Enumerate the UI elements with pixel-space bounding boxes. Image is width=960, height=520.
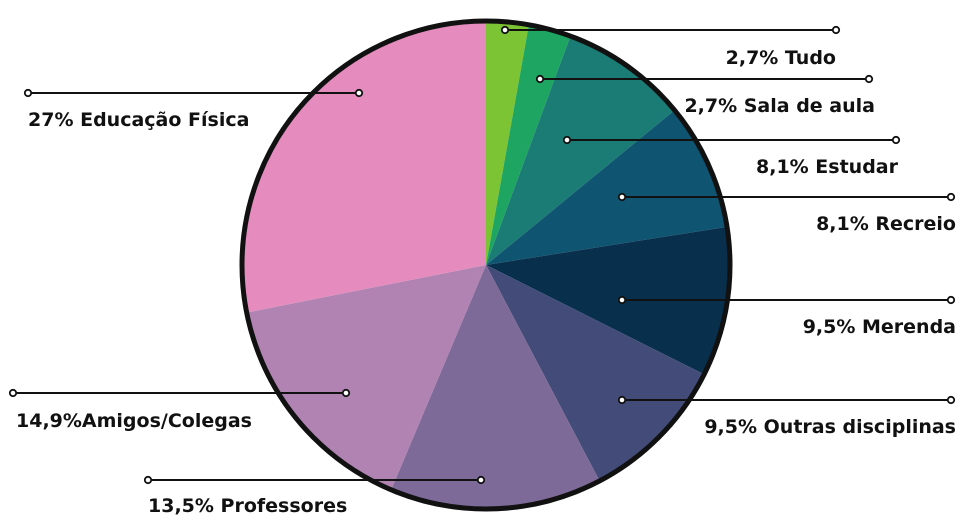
pie-slice-5 [486, 226, 731, 375]
leader-dot-5-inner [617, 295, 627, 305]
leader-dot-2-outer [864, 74, 874, 84]
slice-label-9: 27% Educação Física [28, 109, 249, 131]
pie-slice-6 [486, 265, 705, 481]
slice-label-4: 8,1% Recreio [816, 213, 956, 235]
leader-dot-2-inner [535, 74, 545, 84]
pie-slice-1 [486, 21, 529, 265]
slice-label-2: 2,7% Sala de aula [684, 95, 875, 117]
leader-dot-4-inner [617, 192, 627, 202]
pie-slice-9 [242, 21, 486, 313]
labels-layer: 2,7% Tudo 2,7% Sala de aula 8,1% Estudar 8,… [16, 47, 956, 517]
leaders-layer [8, 25, 956, 485]
leader-dot-6-outer [946, 395, 956, 405]
leader-dot-6-inner [617, 395, 627, 405]
leader-dot-7-outer [143, 475, 153, 485]
leader-dot-3-outer [891, 135, 901, 145]
leader-dot-1-outer [831, 25, 841, 35]
slice-label-3: 8,1% Estudar [756, 156, 899, 178]
slice-label-1: 2,7% Tudo [726, 47, 836, 69]
leader-dot-8-outer [8, 388, 18, 398]
leader-dot-7-inner [476, 475, 486, 485]
pie-slice-8 [246, 265, 486, 490]
slices-layer [242, 21, 731, 510]
leader-dot-4-outer [946, 192, 956, 202]
leader-dot-3-inner [562, 135, 572, 145]
pie-slice-2 [486, 24, 571, 265]
leader-dot-9-inner [354, 88, 364, 98]
leader-dot-1-inner [500, 25, 510, 35]
pie-outline [239, 18, 733, 512]
pie-slice-7 [391, 265, 600, 510]
leader-dot-8-inner [341, 388, 351, 398]
slice-label-5: 9,5% Merenda [803, 316, 956, 338]
slice-label-6: 9,5% Outras disciplinas [704, 416, 956, 438]
pie-slice-3 [486, 36, 675, 265]
pie-slice-4 [486, 110, 727, 266]
leader-dot-9-outer [23, 88, 33, 98]
slice-label-7: 13,5% Professores [148, 495, 347, 515]
slice-label-8: 14,9%Amigos/Colegas [16, 410, 252, 432]
leader-dot-5-outer [946, 295, 956, 305]
